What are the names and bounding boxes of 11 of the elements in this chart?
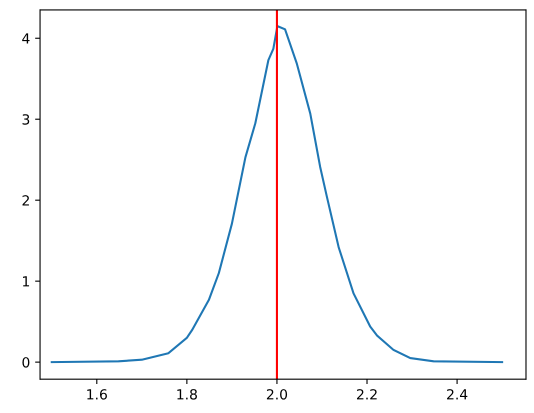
x-tick-label: 1.6 bbox=[87, 389, 107, 400]
x-tick-label: 2.2 bbox=[356, 389, 377, 400]
y-tick-label: 0 bbox=[22, 357, 30, 368]
line-series bbox=[50, 25, 504, 364]
x-tick-label: 1.8 bbox=[177, 389, 197, 400]
y-tick-label: 1 bbox=[23, 276, 30, 286]
y-tick-label: 3 bbox=[22, 114, 30, 125]
y-tick-label: 4 bbox=[22, 33, 30, 44]
x-tick-label: 2.0 bbox=[266, 389, 288, 400]
y-tick-label: 2 bbox=[22, 195, 29, 206]
x-tick-label: 2.4 bbox=[447, 389, 468, 400]
